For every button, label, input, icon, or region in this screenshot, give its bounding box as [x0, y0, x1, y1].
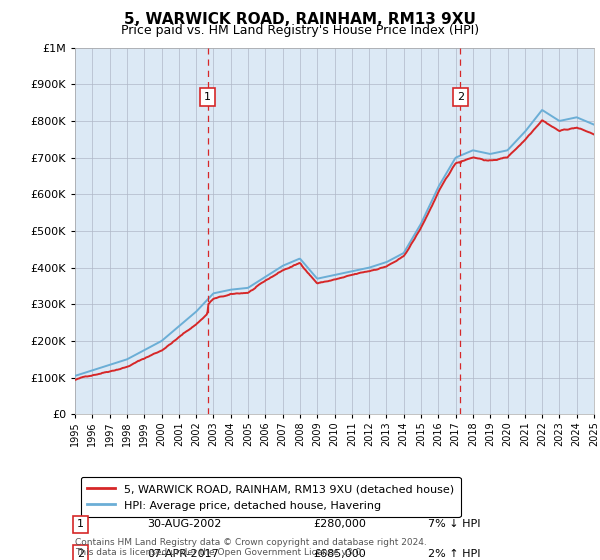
Text: 1: 1 — [204, 92, 211, 102]
Text: 7% ↓ HPI: 7% ↓ HPI — [428, 520, 481, 529]
Text: Contains HM Land Registry data © Crown copyright and database right 2024.
This d: Contains HM Land Registry data © Crown c… — [75, 538, 427, 557]
Text: £685,000: £685,000 — [314, 549, 367, 559]
Text: 30-AUG-2002: 30-AUG-2002 — [148, 520, 222, 529]
Text: £280,000: £280,000 — [314, 520, 367, 529]
Text: 1: 1 — [77, 520, 83, 529]
Text: 07-APR-2017: 07-APR-2017 — [148, 549, 220, 559]
Text: 2: 2 — [77, 549, 84, 559]
Text: 5, WARWICK ROAD, RAINHAM, RM13 9XU: 5, WARWICK ROAD, RAINHAM, RM13 9XU — [124, 12, 476, 27]
Text: Price paid vs. HM Land Registry's House Price Index (HPI): Price paid vs. HM Land Registry's House … — [121, 24, 479, 36]
Legend: 5, WARWICK ROAD, RAINHAM, RM13 9XU (detached house), HPI: Average price, detache: 5, WARWICK ROAD, RAINHAM, RM13 9XU (deta… — [80, 477, 461, 517]
Text: 2: 2 — [457, 92, 464, 102]
Text: 2% ↑ HPI: 2% ↑ HPI — [428, 549, 481, 559]
